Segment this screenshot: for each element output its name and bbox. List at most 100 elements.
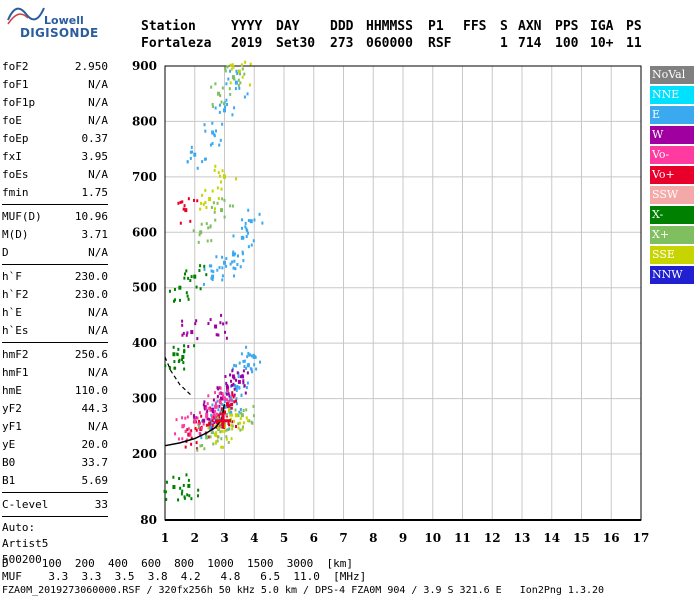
trace-point-scatter xyxy=(201,160,204,164)
trace-point-scatter xyxy=(230,379,233,383)
trace-point-scatter xyxy=(200,426,203,430)
trace-point-scatter xyxy=(221,278,224,282)
trace-point xyxy=(217,91,221,96)
fof2-marker xyxy=(215,412,232,429)
trace-point-scatter xyxy=(181,489,184,493)
trace-point-scatter xyxy=(235,397,238,401)
trace-point-scatter xyxy=(236,384,239,388)
trace-point-scatter xyxy=(241,67,244,71)
trace-point-scatter xyxy=(186,428,189,432)
trace-point-scatter xyxy=(250,243,253,247)
trace-point-scatter xyxy=(211,419,214,423)
trace-point-scatter xyxy=(229,373,232,377)
trace-point-scatter xyxy=(206,409,209,413)
trace-point-scatter xyxy=(218,416,221,420)
trace-point-scatter xyxy=(242,425,245,429)
trace-point-scatter xyxy=(217,171,220,175)
trace-point-scatter xyxy=(236,254,239,258)
trace-point-scatter xyxy=(234,87,237,91)
trace-point-scatter xyxy=(222,322,225,326)
trace-point-scatter xyxy=(219,94,222,98)
trace-point-scatter xyxy=(216,201,219,205)
header-cell: HHMMSS xyxy=(366,19,413,34)
trace-point xyxy=(187,483,191,488)
trace-point-scatter xyxy=(223,173,226,177)
trace-point xyxy=(208,197,212,202)
trace-point-scatter xyxy=(225,336,228,340)
trace-point-scatter xyxy=(228,404,231,408)
trace-point-scatter xyxy=(229,204,232,208)
trace-point-scatter xyxy=(218,391,221,395)
trace-point xyxy=(231,252,235,257)
legend-item-ssw: SSW xyxy=(650,186,694,204)
trace-point-scatter xyxy=(215,404,218,408)
trace-point-scatter xyxy=(207,321,210,325)
param-row: foE N/A xyxy=(2,112,108,130)
x-tick-label: 16 xyxy=(603,531,620,545)
trace-point-scatter xyxy=(202,282,205,286)
trace-point-scatter xyxy=(219,391,222,395)
trace-point-scatter xyxy=(227,400,230,404)
trace-point-scatter xyxy=(210,276,213,280)
trace-point-scatter xyxy=(217,197,220,201)
trace-point-scatter xyxy=(244,366,247,370)
trace-point-scatter xyxy=(221,394,224,398)
trace-point-scatter xyxy=(230,423,233,427)
trace-point-scatter xyxy=(242,379,245,383)
trace-point-scatter xyxy=(211,278,214,282)
trace-point-scatter xyxy=(197,422,200,426)
trace-point xyxy=(208,421,212,426)
trace-point-scatter xyxy=(239,81,242,85)
trace-point xyxy=(205,435,209,440)
trace-point-scatter xyxy=(229,413,232,417)
trace-point-scatter xyxy=(215,434,218,438)
header-cell: PPS xyxy=(555,19,579,34)
trace-point-scatter xyxy=(230,383,233,387)
trace-point-scatter xyxy=(244,391,247,395)
trace-point-scatter xyxy=(226,102,229,106)
header-cell: P1 xyxy=(428,19,444,34)
trace-point-scatter xyxy=(215,440,218,444)
trace-point-scatter xyxy=(227,428,230,432)
param-name: fmin xyxy=(2,186,29,199)
x-tick-label: 2 xyxy=(191,531,199,545)
trace-point-scatter xyxy=(221,392,224,396)
trace-point-scatter xyxy=(212,431,215,435)
y-tick-label: 400 xyxy=(132,336,157,350)
trace-point-scatter xyxy=(208,406,211,410)
trace-point-scatter xyxy=(224,330,227,334)
trace-point-scatter xyxy=(233,259,236,263)
trace-point-scatter xyxy=(221,86,224,90)
param-row: foF1p N/A xyxy=(2,94,108,112)
trace-point-scatter xyxy=(247,245,250,249)
trace-point-scatter xyxy=(203,267,206,271)
param-row: hmF1 N/A xyxy=(2,364,108,382)
trace-point xyxy=(217,414,221,419)
legend-item-nne: NNE xyxy=(650,86,694,104)
trace-point-scatter xyxy=(196,447,199,451)
param-value: 230.0 xyxy=(74,270,108,283)
trace-point xyxy=(223,396,226,401)
trace-point-scatter xyxy=(231,393,234,397)
trace-point-scatter xyxy=(209,225,212,229)
y-tick-label: 80 xyxy=(140,513,157,527)
x-tick-label: 7 xyxy=(339,531,347,545)
trace-point-scatter xyxy=(214,415,217,419)
trace-point-scatter xyxy=(246,381,249,385)
trace-point-scatter xyxy=(238,421,241,425)
trace-point-scatter xyxy=(208,264,211,268)
trace-point-scatter xyxy=(223,215,226,219)
trace-point xyxy=(240,413,244,418)
trace-point-scatter xyxy=(210,239,213,243)
trace-point-scatter xyxy=(215,129,218,133)
param-row: MUF(D) 10.96 xyxy=(2,208,108,226)
param-row: yF2 44.3 xyxy=(2,400,108,418)
trace-point-scatter xyxy=(175,418,178,422)
trace-point-scatter xyxy=(214,82,217,86)
trace-point-scatter xyxy=(225,82,228,86)
x-tick-label: 15 xyxy=(573,531,590,545)
legend-item-sse: SSE xyxy=(650,246,694,264)
param-row: h`F2 230.0 xyxy=(2,286,108,304)
trace-point-scatter xyxy=(251,354,254,358)
trace-point-scatter xyxy=(241,226,244,230)
